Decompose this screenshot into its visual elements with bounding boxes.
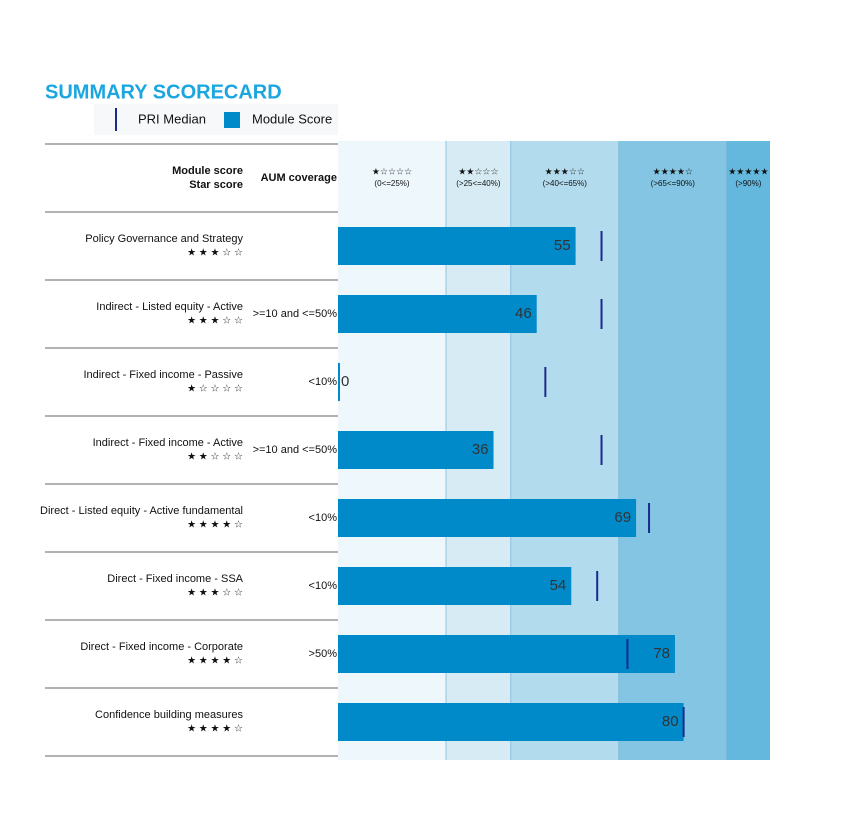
- score-bar: [338, 227, 576, 265]
- row-label: Direct - Fixed income - SSA: [107, 573, 243, 585]
- row-stars: ★ ★ ★ ★ ☆: [187, 656, 243, 667]
- score-bar: [338, 703, 684, 741]
- row-stars: ★ ★ ★ ☆ ☆: [187, 248, 243, 259]
- row-label: Indirect - Fixed income - Passive: [83, 369, 243, 381]
- header-module-score: Module score: [172, 165, 243, 177]
- row-stars: ★ ★ ★ ☆ ☆: [187, 316, 243, 327]
- row-label: Direct - Fixed income - Corporate: [80, 641, 243, 653]
- legend-label: PRI Median: [138, 111, 206, 126]
- band-label: (0<=25%): [374, 179, 409, 188]
- band-label: (>40<=65%): [543, 179, 588, 188]
- row-stars: ★ ★ ★ ☆ ☆: [187, 588, 243, 599]
- title: SUMMARY SCORECARD: [45, 81, 282, 103]
- header-star-score: Star score: [189, 179, 243, 191]
- score-bar: [338, 499, 637, 537]
- score-bar: [338, 635, 675, 673]
- aum-coverage: >=10 and <=50%: [253, 444, 338, 456]
- aum-coverage: >50%: [309, 648, 338, 660]
- row-stars: ★ ☆ ☆ ☆ ☆: [187, 384, 243, 395]
- score-label: 46: [515, 305, 532, 322]
- row-label: Indirect - Fixed income - Active: [93, 437, 243, 449]
- band-label: (>25<=40%): [456, 179, 501, 188]
- aum-coverage: >=10 and <=50%: [253, 308, 338, 320]
- row-label: Policy Governance and Strategy: [85, 233, 243, 245]
- legend-label: Module Score: [252, 111, 332, 126]
- row-label: Direct - Listed equity - Active fundamen…: [40, 505, 243, 517]
- band-stars: ★★★☆☆: [545, 166, 585, 176]
- legend-box: [94, 104, 338, 135]
- score-label: 80: [662, 713, 679, 730]
- score-label: 0: [341, 373, 349, 390]
- band-stars: ★★☆☆☆: [458, 166, 498, 176]
- score-bar: [338, 431, 494, 469]
- score-label: 78: [653, 645, 670, 662]
- score-bar: [338, 567, 572, 605]
- band-stars: ★★★★★: [728, 166, 768, 176]
- aum-coverage: <10%: [309, 376, 338, 388]
- band-label: (>90%): [735, 179, 761, 188]
- band-stars: ★★★★☆: [653, 166, 693, 176]
- score-label: 36: [472, 441, 489, 458]
- score-bar: [338, 295, 537, 333]
- score-label: 55: [554, 237, 571, 254]
- row-stars: ★ ★ ★ ★ ☆: [187, 724, 243, 735]
- row-label: Indirect - Listed equity - Active: [96, 301, 243, 313]
- legend-score-swatch: [224, 112, 240, 128]
- row-label: Confidence building measures: [95, 709, 243, 721]
- aum-coverage: <10%: [309, 512, 338, 524]
- band-stars: ★☆☆☆☆: [372, 166, 412, 176]
- star-band: [726, 141, 770, 760]
- score-bar: [338, 363, 340, 401]
- row-stars: ★ ★ ★ ★ ☆: [187, 520, 243, 531]
- score-label: 69: [614, 509, 631, 526]
- aum-coverage: <10%: [309, 580, 338, 592]
- band-label: (>65<=90%): [651, 179, 696, 188]
- row-stars: ★ ★ ☆ ☆ ☆: [187, 452, 243, 463]
- header-aum: AUM coverage: [261, 172, 337, 184]
- score-label: 54: [550, 577, 567, 594]
